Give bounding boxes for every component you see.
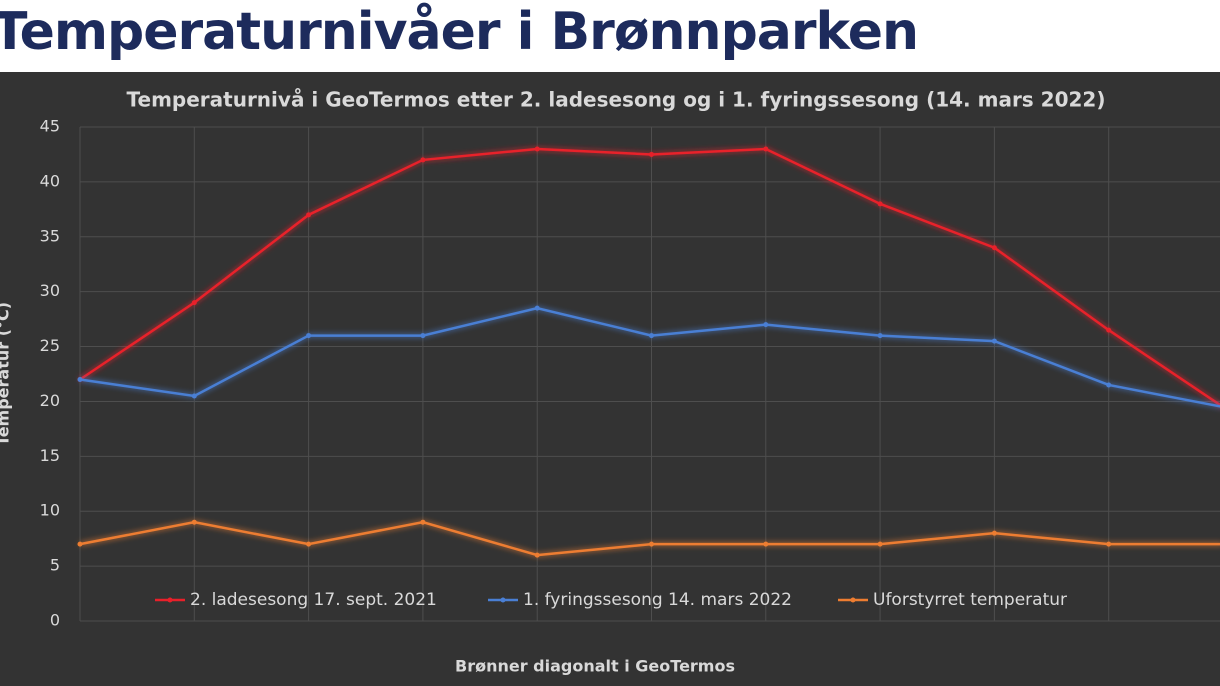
y-tick-label: 25 <box>40 336 60 355</box>
y-axis-label: Temperatur (°C) <box>0 302 13 446</box>
y-tick-label: 45 <box>40 117 60 136</box>
data-point <box>763 541 769 547</box>
data-point <box>1106 541 1112 547</box>
data-point <box>420 333 426 339</box>
y-tick-label: 0 <box>50 611 60 630</box>
y-tick-label: 35 <box>40 226 60 245</box>
data-point <box>77 541 83 547</box>
data-point <box>420 519 426 525</box>
banner: Temperaturnivåer i Brønnparken <box>0 0 1220 72</box>
chart-title: Temperaturnivå i GeoTermos etter 2. lade… <box>127 88 1106 112</box>
data-point <box>991 245 997 251</box>
data-point <box>1106 382 1112 388</box>
legend-marker <box>850 597 856 603</box>
data-point <box>306 541 312 547</box>
y-tick-label: 10 <box>40 501 60 520</box>
data-point <box>191 300 197 306</box>
data-point <box>534 305 540 311</box>
data-point <box>534 146 540 152</box>
chart-background <box>0 72 1220 686</box>
data-point <box>877 333 883 339</box>
data-point <box>877 201 883 207</box>
data-point <box>77 376 83 382</box>
data-point <box>649 541 654 547</box>
legend-marker <box>167 597 173 603</box>
chart: Temperaturnivå i GeoTermos etter 2. lade… <box>0 72 1220 686</box>
data-point <box>763 146 769 152</box>
data-point <box>649 333 654 339</box>
y-tick-label: 5 <box>50 556 60 575</box>
data-point <box>306 212 312 218</box>
data-point <box>991 338 997 344</box>
data-point <box>1106 327 1112 333</box>
legend-label: Uforstyrret temperatur <box>873 590 1067 610</box>
data-point <box>420 157 426 163</box>
legend-label: 2. ladesesong 17. sept. 2021 <box>190 590 437 610</box>
data-point <box>191 519 197 525</box>
legend-marker <box>500 597 506 603</box>
page-title: Temperaturnivåer i Brønnparken <box>0 2 919 62</box>
y-tick-label: 15 <box>40 446 60 465</box>
legend-label: 1. fyringssesong 14. mars 2022 <box>523 590 792 610</box>
x-axis-label: Brønner diagonalt i GeoTermos <box>455 657 735 676</box>
data-point <box>877 541 883 547</box>
data-point <box>991 530 997 536</box>
data-point <box>649 151 654 157</box>
y-tick-label: 40 <box>40 171 60 190</box>
data-point <box>763 322 769 328</box>
y-tick-label: 30 <box>40 281 60 300</box>
y-tick-label: 20 <box>40 391 60 410</box>
data-point <box>191 393 197 399</box>
data-point <box>534 552 540 558</box>
data-point <box>306 333 312 339</box>
